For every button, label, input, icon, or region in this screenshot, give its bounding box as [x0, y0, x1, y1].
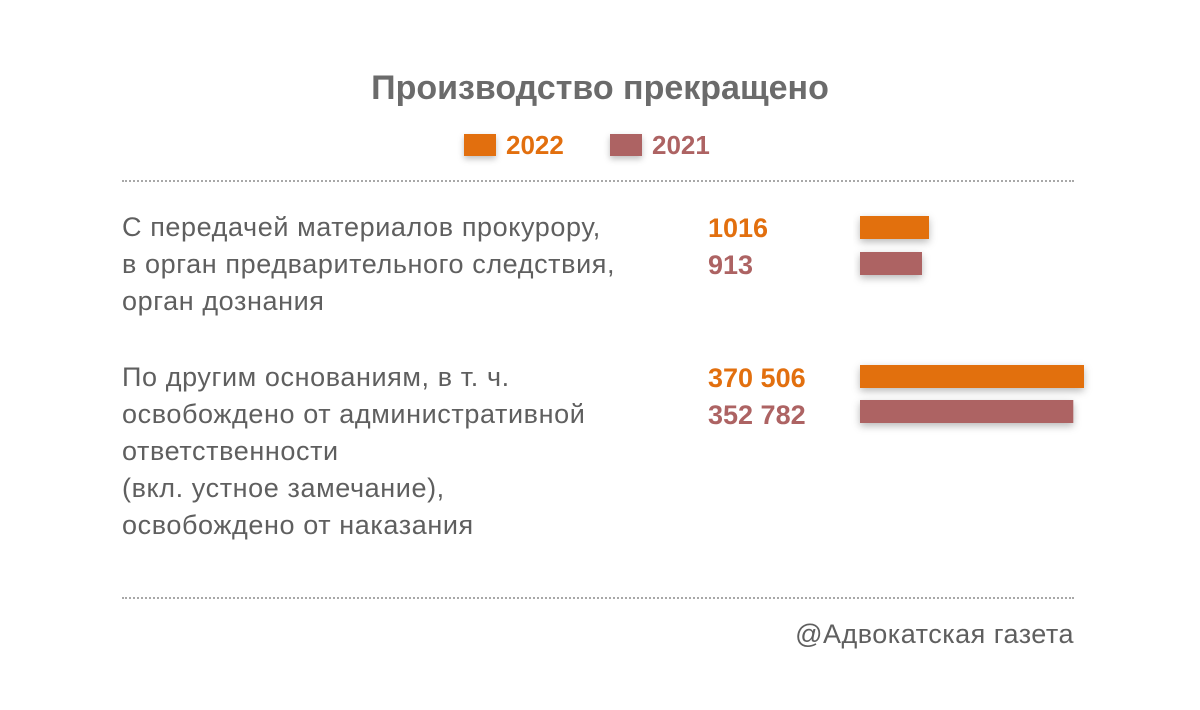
category-label-2-line-2: освобождено от административной [122, 399, 586, 429]
legend-item-2021: 2021 [610, 128, 710, 162]
category-label-2-line-1: По другим основаниям, в т. ч. [122, 362, 510, 392]
category-label-2-line-3: ответственности [122, 436, 339, 466]
category-label-1-line-1: С передачей материалов прокурору, [122, 212, 601, 242]
legend-label-2021: 2021 [652, 130, 710, 160]
value-label-2022-row-2: 370 506 [708, 363, 806, 393]
legend-swatch-2022 [464, 134, 496, 156]
legend-label-2022: 2022 [506, 130, 564, 160]
chart-legend: 2022 2021 [0, 128, 1200, 162]
category-label-2-line-4: (вкл. устное замечание), [122, 473, 445, 503]
value-label-2022-row-1: 1016 [708, 213, 769, 243]
source-credit: @Адвокатская газета [795, 619, 1074, 649]
bar-2021-row-2 [860, 400, 1074, 423]
divider-bottom [122, 597, 1074, 599]
bar-2021-row-1 [860, 252, 922, 275]
category-label-2: По другим основаниям, в т. ч. освобожден… [122, 359, 585, 544]
category-label-1-line-3: орган дознания [122, 286, 325, 316]
bar-2022-row-1 [860, 216, 929, 239]
value-label-2021-row-1: 913 [708, 250, 754, 280]
chart-title: Производство прекращено [371, 69, 829, 107]
legend-item-2022: 2022 [464, 128, 564, 162]
legend-swatch-2021 [610, 134, 642, 156]
value-label-2021-row-2: 352 782 [708, 400, 806, 430]
bar-2022-row-2 [860, 365, 1084, 388]
category-label-1: С передачей материалов прокурору, в орга… [122, 209, 615, 320]
category-label-1-line-2: в орган предварительного следствия, [122, 249, 616, 279]
category-label-2-line-5: освобождено от наказания [122, 510, 474, 540]
divider-top [122, 180, 1074, 182]
